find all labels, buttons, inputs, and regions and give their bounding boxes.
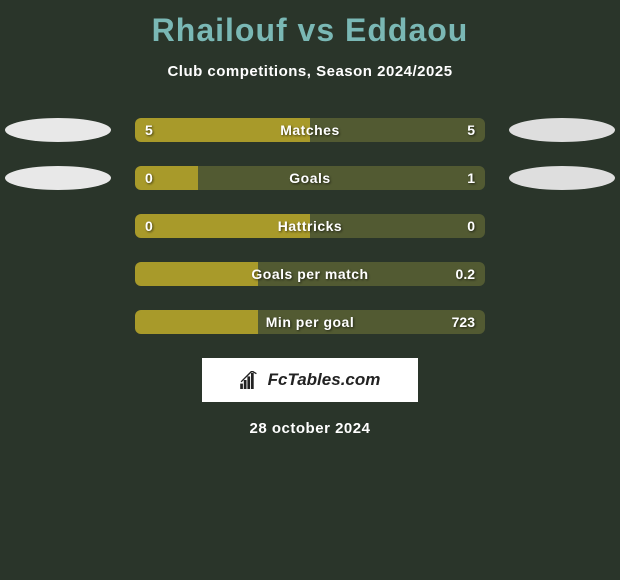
player2-name: Eddaou	[345, 12, 468, 48]
stat-value-right: 723	[452, 314, 475, 330]
brand-text: FcTables.com	[268, 370, 381, 390]
bar-segment-right	[198, 166, 485, 190]
player1-name: Rhailouf	[152, 12, 288, 48]
stat-row: Goals 0 1	[0, 166, 620, 190]
stat-label: Matches	[280, 122, 340, 138]
stat-bar: Min per goal 723	[135, 310, 485, 334]
stat-bar: Hattricks 0 0	[135, 214, 485, 238]
subtitle: Club competitions, Season 2024/2025	[0, 63, 620, 80]
bar-segment-left	[135, 310, 258, 334]
bar-segment-left	[135, 262, 258, 286]
player2-badge	[509, 166, 615, 190]
stat-label: Goals	[289, 170, 330, 186]
brand-box[interactable]: FcTables.com	[202, 358, 418, 402]
stat-value-left: 0	[145, 170, 153, 186]
stat-label: Hattricks	[278, 218, 342, 234]
stat-label: Min per goal	[266, 314, 354, 330]
stat-row: Matches 5 5	[0, 118, 620, 142]
stat-value-right: 1	[467, 170, 475, 186]
stat-bar: Goals 0 1	[135, 166, 485, 190]
player2-badge	[509, 118, 615, 142]
player1-badge	[5, 166, 111, 190]
stats-container: Matches 5 5 Goals 0 1 Hattricks 0 0 Goals per mat…	[0, 118, 620, 334]
stat-value-right: 0.2	[456, 266, 475, 282]
stat-row: Goals per match 0.2	[0, 262, 620, 286]
fctables-icon	[240, 371, 262, 389]
stat-bar: Matches 5 5	[135, 118, 485, 142]
stat-row: Min per goal 723	[0, 310, 620, 334]
stat-row: Hattricks 0 0	[0, 214, 620, 238]
stat-value-left: 0	[145, 218, 153, 234]
vs-text: vs	[298, 12, 336, 48]
stat-label: Goals per match	[251, 266, 368, 282]
stat-bar: Goals per match 0.2	[135, 262, 485, 286]
stat-value-left: 5	[145, 122, 153, 138]
stat-value-right: 0	[467, 218, 475, 234]
player1-badge	[5, 118, 111, 142]
comparison-title: Rhailouf vs Eddaou	[0, 0, 620, 49]
stat-value-right: 5	[467, 122, 475, 138]
date-text: 28 october 2024	[0, 420, 620, 437]
